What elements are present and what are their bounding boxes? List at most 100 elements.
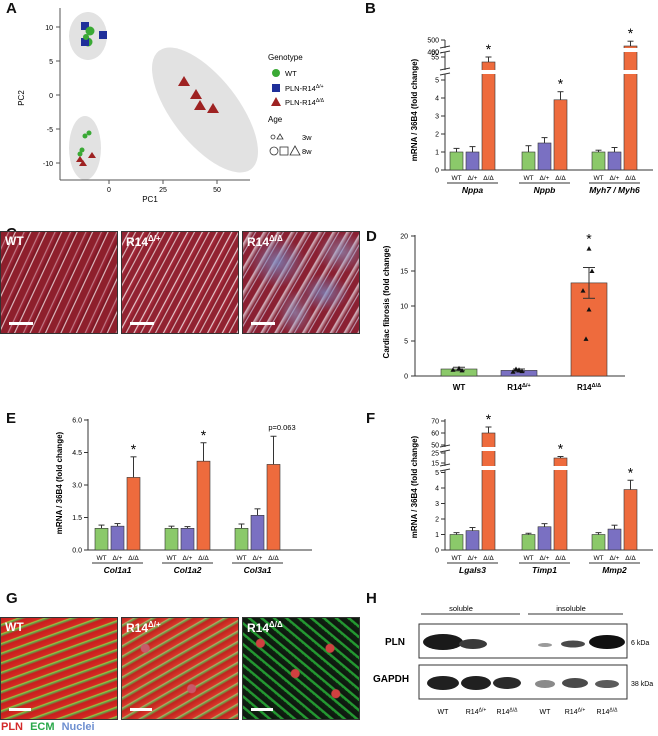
- y-tick-label: 20: [400, 234, 408, 241]
- y-tick-label: 3: [435, 501, 439, 508]
- y-tick-label: 10: [400, 304, 408, 311]
- chart-e-pvalue: p=0.063: [268, 423, 295, 432]
- chart-e-ylabel: mRNA / 36B4 (fold change): [55, 431, 64, 534]
- scale-bar: [130, 708, 152, 711]
- axis-break: [441, 48, 449, 52]
- bar-Δ/Δ: [553, 99, 568, 171]
- bar-Δ/+: [110, 525, 125, 551]
- panel-letter-h: H: [366, 590, 377, 607]
- svg-text:0: 0: [49, 93, 53, 100]
- svg-text:WT: WT: [285, 69, 297, 78]
- data-point: [459, 367, 465, 373]
- axis-break-line: [439, 67, 451, 71]
- point-hom: [76, 156, 84, 162]
- y-tick-label: 5: [435, 470, 439, 477]
- bar-Δ/Δ: [126, 477, 141, 551]
- point-wt: [82, 133, 88, 139]
- x-tick-label: Δ/+: [610, 555, 620, 562]
- chart-e-bars: **: [94, 427, 281, 551]
- chart-e-collagen: mRNA / 36B4 (fold change) 0.0 1.5 3.0 4.5 6.…: [55, 418, 312, 575]
- point-hom: [178, 76, 190, 86]
- bar-WT: [449, 534, 464, 551]
- if-label-het: R14Δ/+: [126, 620, 161, 635]
- point-hom: [194, 100, 206, 110]
- panel-letter-g: G: [6, 590, 18, 607]
- scale-bar: [9, 708, 31, 711]
- lane-label: WT: [540, 709, 552, 716]
- x-tick-label: Δ/Δ: [555, 555, 566, 562]
- x-tick-label: Δ/Δ: [555, 175, 566, 182]
- lane-label: WT: [438, 709, 450, 716]
- panel-letter-b: B: [365, 0, 376, 17]
- pca-plot: 10 5 0 -5 -10 0 25 50 PC1 PC2 Genotype: [17, 8, 325, 204]
- axis-break-line: [439, 72, 451, 76]
- stain-pln: PLN: [1, 721, 23, 733]
- y-tick-label: 5: [404, 339, 408, 346]
- if-label-hom: R14Δ/Δ: [247, 620, 283, 635]
- bar-WT: [521, 151, 536, 171]
- bar-Δ/+: [180, 528, 195, 551]
- y-tick-label: 0.0: [72, 548, 82, 555]
- group-label: Nppb: [534, 185, 556, 195]
- x-tick-label: Δ/+: [540, 175, 550, 182]
- group-label: Timp1: [532, 565, 557, 575]
- y-tick-label: 5: [435, 78, 439, 85]
- bar-break: [553, 466, 568, 470]
- western-blot: soluble insoluble PLN GAPDH 6 kDa 38 kDa…: [373, 604, 653, 716]
- svg-text:Age: Age: [268, 115, 283, 124]
- panel-letter-a: A: [6, 0, 17, 17]
- point-wt: [83, 34, 89, 40]
- data-point: [586, 246, 592, 251]
- svg-text:-5: -5: [47, 127, 53, 134]
- chart-f-ylabel: mRNA / 36B4 (fold change): [410, 435, 419, 538]
- x-tick-label: Δ/+: [540, 555, 550, 562]
- significance-star: *: [201, 427, 207, 443]
- x-tick-label: Δ/+: [610, 175, 620, 182]
- x-tick-label: Δ/Δ: [198, 555, 209, 562]
- group-label: Col3a1: [244, 565, 272, 575]
- bar-Δ/+: [607, 151, 622, 171]
- x-tick-label: WT: [96, 555, 106, 562]
- point-het: [81, 22, 89, 30]
- chart-d-ylabel: Cardiac fibrosis (fold change): [382, 245, 391, 358]
- point-het: [99, 31, 107, 39]
- significance-star: *: [558, 441, 564, 457]
- data-point: [450, 367, 456, 372]
- stain-nuclei: Nuclei: [61, 721, 95, 733]
- chart-b-bars: * * *: [449, 25, 638, 171]
- group-label: Lgals3: [459, 565, 486, 575]
- bar-WT: [234, 528, 249, 551]
- bar-break: [623, 48, 638, 52]
- y-tick-label: 1.5: [72, 515, 82, 522]
- significance-star: *: [558, 76, 564, 92]
- axis-break: [441, 447, 449, 451]
- x-tick-label: Δ/Δ: [625, 175, 636, 182]
- bar-WT: [591, 151, 606, 171]
- fraction-insoluble: insoluble: [556, 604, 586, 613]
- y-tick-label: 60: [431, 50, 439, 57]
- blot-label-pln: PLN: [385, 637, 405, 648]
- bar-Δ/+: [465, 530, 480, 551]
- scale-bar: [251, 322, 275, 325]
- bar-WT: [591, 534, 606, 551]
- size-pln: 6 kDa: [631, 640, 649, 647]
- immunofluorescence-image-wt: WT: [0, 617, 118, 720]
- data-point: [583, 336, 589, 341]
- point-hom: [207, 103, 219, 113]
- bar-Δ/+: [607, 528, 622, 551]
- group-label: Nppa: [462, 185, 484, 195]
- svg-text:Genotype: Genotype: [268, 53, 303, 62]
- histology-label-wt: WT: [5, 234, 24, 248]
- data-point: [580, 288, 586, 293]
- svg-text:-10: -10: [43, 161, 53, 168]
- axis-break-line: [439, 468, 451, 472]
- svg-text:PLN-R14Δ/+: PLN-R14Δ/+: [285, 84, 324, 93]
- significance-star: *: [628, 464, 634, 480]
- axis-break-line: [439, 463, 451, 467]
- x-tick-label: Δ/Δ: [483, 555, 494, 562]
- pca-yticks: 10 5 0 -5 -10: [43, 25, 60, 168]
- svg-text:50: 50: [213, 187, 221, 194]
- bar-break: [623, 70, 638, 74]
